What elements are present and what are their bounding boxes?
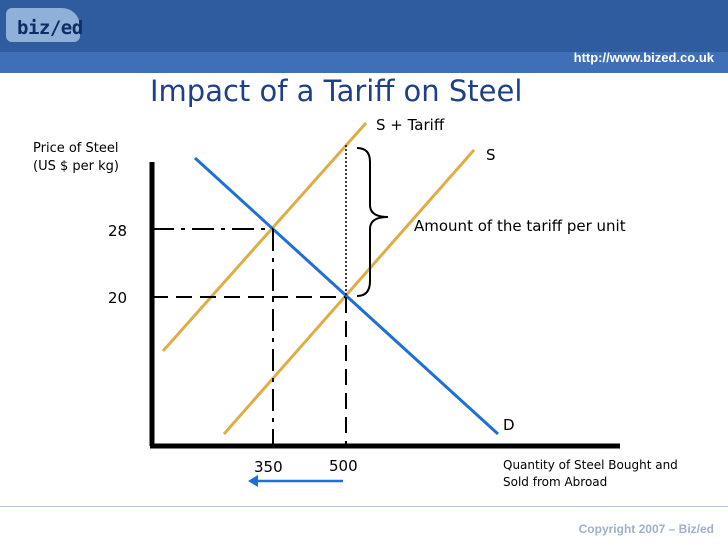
footer-divider — [0, 506, 728, 507]
price-20-label: 20 — [108, 289, 127, 307]
qty-500-label: 500 — [329, 457, 358, 475]
header-band — [0, 0, 728, 52]
x-axis-label-line2: Sold from Abroad — [503, 475, 607, 489]
header-bar: biz/ed http://www.bized.co.uk — [0, 0, 728, 73]
copyright-text: Copyright 2007 – Biz/ed — [578, 522, 714, 536]
x-axis-label-line1: Quantity of Steel Bought and — [503, 458, 678, 472]
supply-tariff-label: S + Tariff — [376, 116, 445, 134]
tariff-brace — [356, 147, 389, 297]
logo-text: biz/ed — [17, 17, 83, 39]
supply-label: S — [486, 146, 496, 164]
slide-title: Impact of a Tariff on Steel — [150, 74, 523, 108]
supply-tariff-curve — [161, 122, 368, 352]
qty-350-label: 350 — [254, 458, 283, 476]
demand-curve — [193, 156, 500, 436]
y-axis-label-line2: (US $ per kg) — [33, 159, 119, 174]
price-28-label: 28 — [108, 222, 127, 240]
y-axis-label-line1: Price of Steel — [33, 141, 118, 156]
demand-label: D — [503, 416, 515, 434]
tariff-annotation: Amount of the tariff per unit — [414, 217, 626, 235]
site-url[interactable]: http://www.bized.co.uk — [573, 50, 714, 65]
supply-curve — [222, 149, 476, 435]
arrow-head-icon — [248, 475, 258, 487]
bized-logo[interactable]: biz/ed — [6, 8, 83, 42]
